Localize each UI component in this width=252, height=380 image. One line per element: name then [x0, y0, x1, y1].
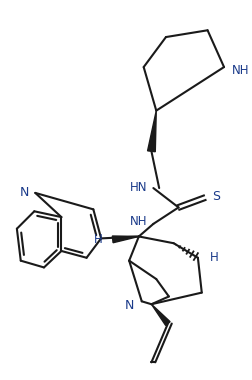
- Text: H: H: [94, 233, 103, 246]
- Polygon shape: [112, 236, 138, 243]
- Text: H: H: [209, 251, 217, 264]
- Polygon shape: [147, 111, 156, 152]
- Text: NH: NH: [130, 215, 147, 228]
- Polygon shape: [151, 304, 169, 325]
- Text: S: S: [212, 190, 219, 203]
- Text: HN: HN: [130, 180, 147, 193]
- Text: N: N: [124, 299, 133, 312]
- Text: N: N: [20, 187, 29, 200]
- Text: NH: NH: [231, 65, 248, 78]
